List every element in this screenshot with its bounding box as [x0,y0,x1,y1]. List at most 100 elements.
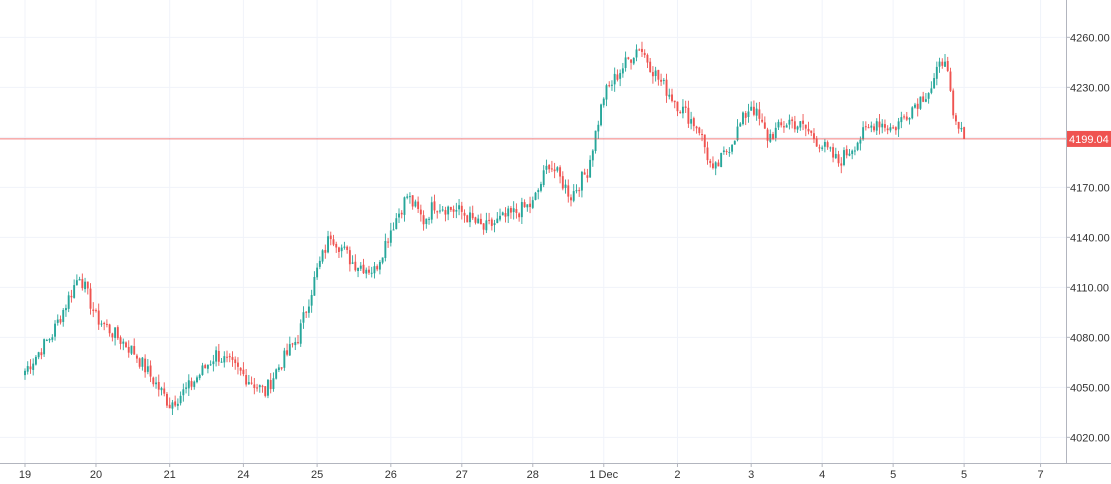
candle-body [897,121,900,130]
candle-body [234,359,237,364]
candle-body [92,309,95,311]
candle-down [905,111,908,122]
candle-up [556,166,559,173]
candle-body [905,116,908,120]
candle-up [176,398,179,411]
candle-body [520,202,523,218]
candle-body [681,106,684,114]
candle-body [29,366,32,370]
candle-body [821,147,824,149]
x-tick-label: 5 [961,469,967,481]
candle-body [949,71,952,91]
candle-down [807,121,810,135]
candle-body [572,191,575,201]
candle-up [26,361,29,375]
candle-body [701,133,703,135]
candle-body [474,217,477,223]
candle-body [220,361,223,363]
candle-up [447,205,450,221]
candle-up [32,358,35,376]
candle-down [490,217,493,231]
candle-down [761,113,764,124]
candle-down [70,289,73,303]
candle-up [848,148,851,157]
candle-body [125,342,127,348]
candle-body [193,381,196,387]
candle-body [245,375,248,385]
candle-down [95,308,97,313]
candle-up [395,213,398,230]
candle-down [261,384,264,393]
candle-up [829,146,832,152]
candle-down [81,273,84,291]
x-tick-label: 7 [1037,469,1043,481]
candle-up [209,360,212,366]
candle-body [799,121,802,128]
candle-down [695,125,698,134]
candle-body [963,127,966,139]
candle-up [272,372,275,392]
candle-up [611,80,613,91]
candle-up [428,216,430,225]
candle-down [864,121,867,131]
candle-body [460,205,463,212]
candle-down [97,303,100,330]
candle-body [373,266,376,274]
candle-down [608,81,611,88]
x-tick-label: 5 [890,469,896,481]
candle-down [376,264,379,272]
candle-up [469,206,471,228]
candle-up [327,230,329,254]
candle-up [919,96,922,110]
candle-body [247,382,250,385]
candle-body [635,49,638,58]
candle-down [946,56,949,73]
candle-body [744,113,747,118]
candle-down [329,231,332,246]
candle-body [638,49,641,51]
candle-body [45,339,48,341]
candle-down [840,157,843,174]
candle-body [463,212,466,216]
candle-body [400,212,403,215]
candle-up [357,267,360,278]
candle-up [572,184,575,203]
candle-up [403,196,406,222]
candle-up [788,114,791,130]
candle-up [114,327,117,346]
candle-body [209,364,212,366]
candle-body [559,167,562,177]
candle-up [215,346,218,367]
candle-down [226,350,228,363]
candle-down [804,124,807,137]
candle-down [567,179,570,203]
candle-body [212,361,215,365]
candle-up [193,380,196,390]
candle-down [332,234,335,247]
candle-body [160,388,163,391]
candle-body [261,385,264,387]
candle-body [761,119,764,122]
candle-body [269,380,272,390]
candle-up [130,345,133,356]
candle-body [608,85,611,87]
candle-body [873,126,875,131]
candle-down [482,223,485,235]
candle-up [359,262,362,272]
candle-body [703,134,706,148]
candle-body [769,133,772,142]
candle-body [277,367,280,370]
candle-down [867,123,870,129]
candle-body [406,196,409,198]
candle-body [392,229,395,231]
candle-down [144,354,147,378]
candle-up [534,191,537,201]
candle-body [122,341,125,344]
candle-body [611,84,613,86]
candle-body [507,208,510,217]
candle-up [485,212,488,234]
candle-body [529,203,531,208]
candle-up [196,375,198,384]
